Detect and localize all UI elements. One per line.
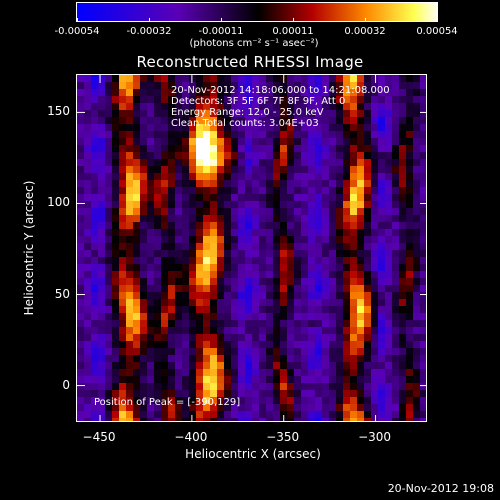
colorbar-tick-label: -0.00011 xyxy=(198,26,244,37)
colorbar-tick-label: 0.00011 xyxy=(272,26,314,37)
colorbar-tick-label: 0.00054 xyxy=(416,26,458,37)
plot-title: Reconstructed RHESSI Image xyxy=(136,53,364,71)
colorbar-tick-label: 0.00032 xyxy=(344,26,386,37)
x-tick-label: −400 xyxy=(174,430,208,444)
colorbar-tick-mark xyxy=(221,18,222,22)
colorbar-unit-label: (photons cm⁻² s⁻¹ asec⁻²) xyxy=(189,38,319,49)
x-tick-label: −450 xyxy=(82,430,116,444)
x-tick-label: −350 xyxy=(266,430,300,444)
colorbar-tick-label: -0.00054 xyxy=(54,26,100,37)
y-tick-label: 50 xyxy=(54,286,70,301)
colorbar-tick-label: -0.00032 xyxy=(126,26,172,37)
colorbar-tick-mark xyxy=(149,18,150,22)
colorbar-tick-mark xyxy=(77,18,78,22)
heatmap xyxy=(77,75,426,421)
y-tick-label: 100 xyxy=(47,195,70,210)
x-axis-label: Heliocentric X (arcsec) xyxy=(185,447,321,461)
y-tick-label: 150 xyxy=(47,104,70,119)
info-counts: Clean Total counts: 3.04E+03 xyxy=(171,118,319,129)
colorbar-tick-mark xyxy=(437,18,438,22)
colorbar-tick-mark xyxy=(293,18,294,22)
y-tick-label: 0 xyxy=(62,377,70,392)
info-energy-range: Energy Range: 12.0 - 25.0 keV xyxy=(171,107,324,118)
x-tick-label: −300 xyxy=(358,430,392,444)
footer-timestamp: 20-Nov-2012 19:08 xyxy=(387,482,494,495)
plot-area: 20-Nov-2012 14:18:06.000 to 14:21:08.000… xyxy=(76,74,427,422)
info-detectors: Detectors: 3F 5F 6F 7F 8F 9F, Att 0 xyxy=(171,96,346,107)
peak-position-label: Position of Peak = [-390,129] xyxy=(94,397,241,408)
colorbar-tick-mark xyxy=(365,18,366,22)
y-axis-label: Heliocentric Y (arcsec) xyxy=(22,180,36,316)
colorbar xyxy=(76,2,438,22)
info-time-range: 20-Nov-2012 14:18:06.000 to 14:21:08.000 xyxy=(171,85,390,96)
